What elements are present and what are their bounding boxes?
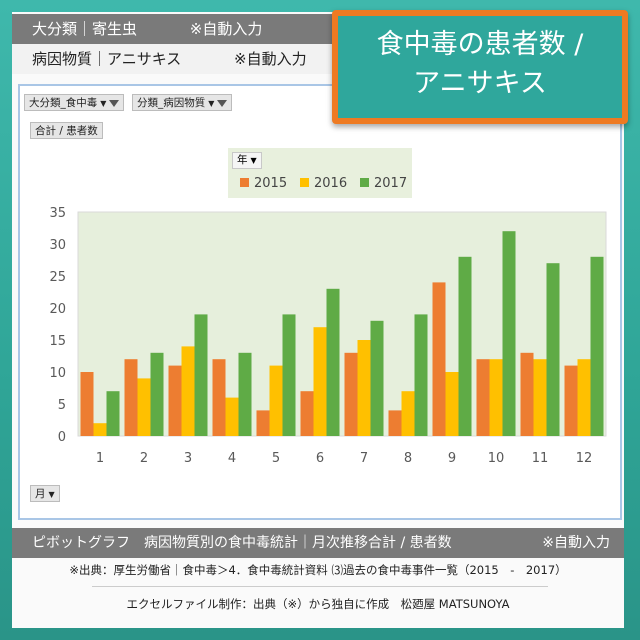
y-tick-label: 5 [58, 398, 66, 413]
y-tick-label: 10 [49, 366, 66, 381]
bar-2016-7 [357, 340, 371, 436]
filter-button-agent[interactable]: 分類_病因物質 ▼ [132, 94, 233, 111]
bar-2017-4 [238, 352, 252, 436]
bar-2017-1 [106, 391, 120, 436]
bar-2015-11 [520, 352, 534, 436]
axis-field-button[interactable]: 月 ▼ [30, 485, 60, 502]
x-tick-label: 11 [532, 451, 549, 466]
legend-item-2016: 2016 [300, 176, 347, 191]
bar-2015-1 [80, 372, 94, 436]
x-tick-label: 12 [576, 451, 593, 466]
bar-2015-2 [124, 359, 138, 436]
chart-legend: 年 ▼ 2015 2016 2017 [228, 148, 412, 198]
bar-2017-2 [150, 352, 164, 436]
bar-2016-6 [313, 327, 327, 436]
value-field-button[interactable]: 合計 / 患者数 [30, 122, 103, 139]
category-label: 大分類｜寄生虫 [32, 20, 138, 38]
x-tick-label: 6 [316, 451, 324, 466]
x-tick-label: 1 [96, 451, 104, 466]
credit-note: エクセルファイル制作：出典（※）から独自に作成 松廼屋 MATSUNOYA [126, 597, 510, 611]
bar-2015-6 [300, 391, 314, 436]
bar-2016-9 [445, 372, 459, 436]
x-tick-label: 7 [360, 451, 368, 466]
axis-field-label: 月 [35, 488, 46, 500]
filter-agent-label: 分類_病因物質 [137, 97, 206, 109]
bar-2016-11 [533, 359, 547, 436]
y-tick-label: 0 [58, 430, 66, 445]
legend-swatch [240, 178, 249, 187]
x-tick-label: 5 [272, 451, 280, 466]
legend-label: 2016 [314, 176, 348, 191]
chart-caption-bar: ピボットグラフ 病因物質別の食中毒統計｜月次推移合計 / 患者数 ※自動入力 [12, 528, 624, 558]
bar-2015-10 [476, 359, 490, 436]
legend-swatch [300, 178, 309, 187]
y-tick-label: 25 [49, 270, 66, 285]
agent-note: ※自動入力 [234, 50, 307, 68]
bar-2016-5 [269, 365, 283, 436]
legend-field-label: 年 [237, 154, 248, 166]
y-tick-label: 15 [49, 334, 66, 349]
legend-label: 2015 [254, 176, 288, 191]
dropdown-icon: ▼ [48, 490, 55, 499]
y-tick-label: 20 [49, 302, 66, 317]
legend-field-button[interactable]: 年 ▼ [232, 152, 262, 169]
y-tick-label: 30 [49, 238, 66, 253]
bar-2015-4 [212, 359, 226, 436]
bar-2017-11 [546, 263, 560, 436]
legend-item-2015: 2015 [240, 176, 287, 191]
legend-swatch [360, 178, 369, 187]
bar-2016-12 [577, 359, 591, 436]
bar-2016-2 [137, 378, 151, 436]
x-tick-label: 2 [140, 451, 148, 466]
bar-2017-5 [282, 314, 296, 436]
y-tick-label: 35 [49, 206, 66, 221]
source-note: ※出典：厚生労働省｜食中毒＞4．食中毒統計資料 ⑶過去の食中毒事件一覧（2015… [69, 563, 567, 577]
bar-2017-8 [414, 314, 428, 436]
bar-2015-12 [564, 365, 578, 436]
agent-label: 病因物質｜アニサキス [32, 50, 182, 68]
bar-2016-8 [401, 391, 415, 436]
x-tick-label: 8 [404, 451, 412, 466]
bar-2015-8 [388, 410, 402, 436]
bar-2017-10 [502, 231, 516, 436]
filter-icon [217, 99, 228, 107]
bar-2017-7 [370, 320, 384, 436]
legend-label: 2017 [374, 176, 408, 191]
bar-2015-5 [256, 410, 270, 436]
chart-caption-note: ※自動入力 [542, 535, 610, 551]
title-line2: アニサキス [413, 68, 547, 99]
chart-caption: ピボットグラフ 病因物質別の食中毒統計｜月次推移合計 / 患者数 [32, 535, 452, 551]
category-note: ※自動入力 [189, 20, 263, 38]
divider [92, 586, 548, 587]
x-tick-label: 10 [488, 451, 505, 466]
title-box: 食中毒の患者数 / アニサキス [332, 10, 628, 124]
bar-2017-6 [326, 288, 340, 436]
dropdown-icon: ▼ [100, 99, 107, 108]
x-tick-label: 4 [228, 451, 236, 466]
filter-icon [109, 99, 120, 107]
value-field-label: 合計 / 患者数 [35, 125, 98, 137]
bar-2015-9 [432, 282, 446, 436]
bar-2017-12 [590, 256, 604, 436]
legend-item-2017: 2017 [360, 176, 407, 191]
bar-2017-3 [194, 314, 208, 436]
x-tick-label: 3 [184, 451, 192, 466]
bar-2015-3 [168, 365, 182, 436]
x-tick-label: 9 [448, 451, 456, 466]
bar-2016-4 [225, 397, 239, 436]
bar-2016-10 [489, 359, 503, 436]
bar-2015-7 [344, 352, 358, 436]
bar-2016-1 [93, 423, 107, 436]
dropdown-icon: ▼ [208, 99, 215, 108]
dropdown-icon: ▼ [250, 156, 257, 165]
bar-2016-3 [181, 346, 195, 436]
bar-2017-9 [458, 256, 472, 436]
plot-area [77, 211, 607, 437]
filter-button-category[interactable]: 大分類_食中毒 ▼ [24, 94, 125, 111]
filter-category-label: 大分類_食中毒 [29, 97, 98, 109]
title-line1: 食中毒の患者数 / [376, 29, 584, 60]
